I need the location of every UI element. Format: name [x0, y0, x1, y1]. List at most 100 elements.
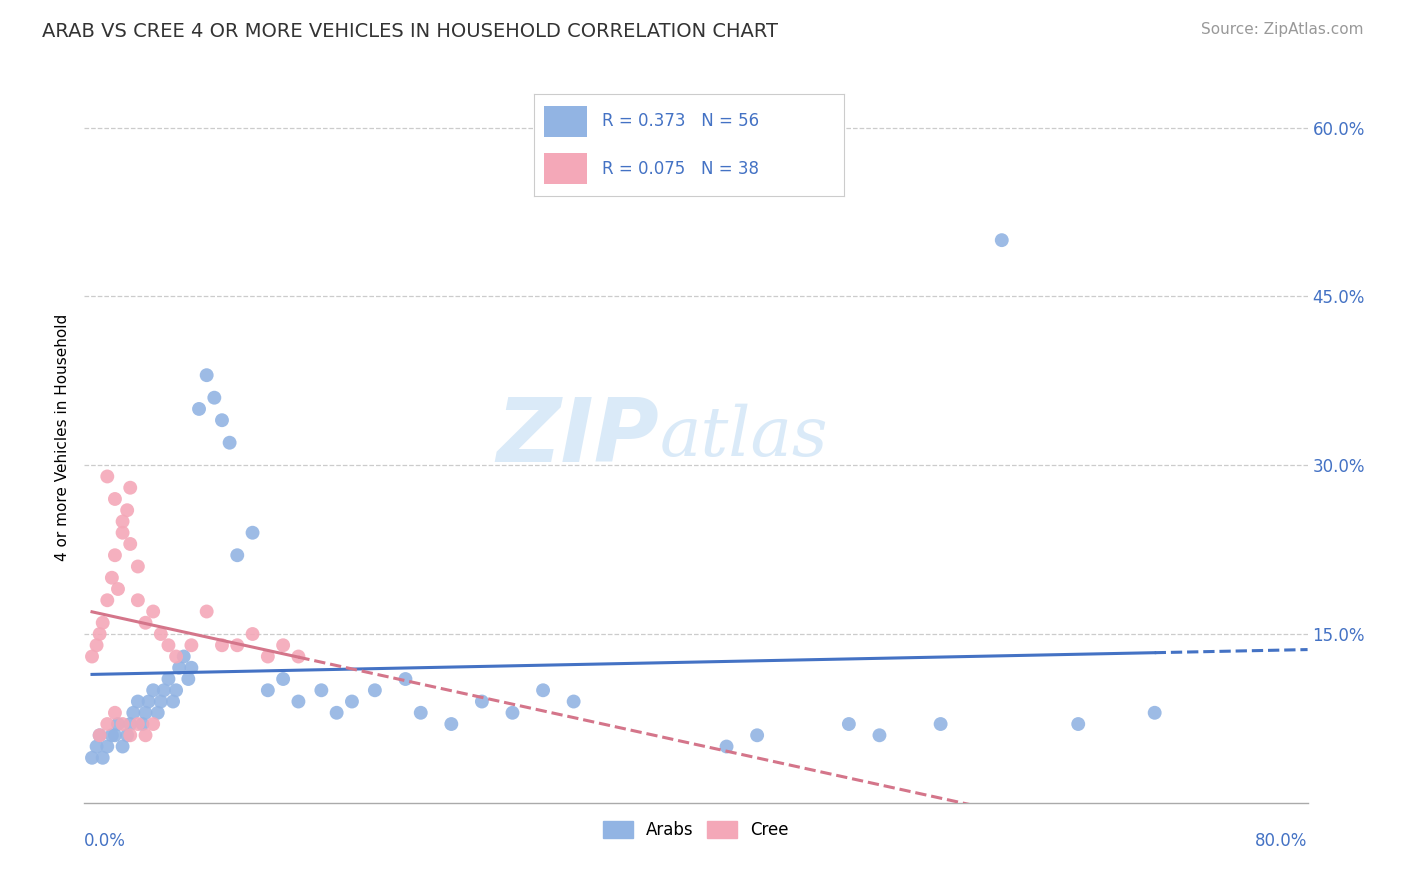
Point: [122, 706, 145, 720]
Point: [394, 672, 416, 686]
Point: [142, 683, 165, 698]
Point: [173, 649, 195, 664]
Point: [991, 233, 1014, 247]
Point: [325, 706, 347, 720]
Point: [111, 525, 134, 540]
Point: [162, 694, 184, 708]
Point: [120, 537, 142, 551]
Point: [211, 413, 233, 427]
Point: [471, 694, 494, 708]
Point: [202, 391, 225, 405]
Point: [1067, 717, 1090, 731]
Point: [101, 728, 124, 742]
Point: [131, 717, 153, 731]
Point: [311, 683, 333, 698]
Point: [165, 649, 187, 664]
Point: [111, 739, 134, 754]
Point: [1143, 706, 1166, 720]
Point: [120, 717, 142, 731]
Point: [287, 694, 309, 708]
Point: [562, 694, 585, 708]
Point: [104, 728, 127, 742]
Point: [104, 491, 127, 506]
Point: [86, 739, 108, 754]
Point: [180, 638, 202, 652]
Text: 0.0%: 0.0%: [84, 832, 127, 850]
Point: [242, 627, 264, 641]
Point: [218, 435, 240, 450]
Point: [127, 694, 149, 708]
Point: [86, 638, 108, 652]
Point: [142, 717, 165, 731]
Point: [165, 683, 187, 698]
Text: Source: ZipAtlas.com: Source: ZipAtlas.com: [1201, 22, 1364, 37]
Point: [107, 717, 129, 731]
Point: [89, 627, 111, 641]
Point: [127, 717, 149, 731]
Point: [138, 694, 160, 708]
Bar: [544, 153, 586, 184]
Point: [211, 638, 233, 652]
Point: [153, 683, 176, 698]
Point: [135, 728, 157, 742]
Point: [127, 559, 149, 574]
Point: [89, 728, 111, 742]
Point: [96, 469, 118, 483]
Text: R = 0.075   N = 38: R = 0.075 N = 38: [602, 160, 759, 178]
Point: [929, 717, 952, 731]
Point: [257, 683, 280, 698]
Point: [104, 706, 127, 720]
Point: [226, 638, 249, 652]
Point: [96, 593, 118, 607]
Point: [869, 728, 891, 742]
Point: [502, 706, 524, 720]
Point: [135, 706, 157, 720]
Point: [91, 615, 114, 630]
Point: [531, 683, 554, 698]
Point: [195, 605, 218, 619]
Text: R = 0.373   N = 56: R = 0.373 N = 56: [602, 112, 759, 130]
Point: [115, 728, 138, 742]
Point: [120, 481, 142, 495]
Text: atlas: atlas: [659, 404, 828, 470]
Text: ARAB VS CREE 4 OR MORE VEHICLES IN HOUSEHOLD CORRELATION CHART: ARAB VS CREE 4 OR MORE VEHICLES IN HOUSE…: [42, 22, 778, 41]
Point: [80, 751, 103, 765]
Point: [157, 672, 180, 686]
Point: [409, 706, 432, 720]
Text: ZIP: ZIP: [496, 393, 659, 481]
Point: [340, 694, 363, 708]
Point: [111, 515, 134, 529]
Point: [195, 368, 218, 383]
Point: [149, 694, 172, 708]
Point: [242, 525, 264, 540]
Point: [96, 717, 118, 731]
Point: [177, 672, 200, 686]
Point: [91, 751, 114, 765]
Point: [440, 717, 463, 731]
Point: [115, 503, 138, 517]
Point: [135, 615, 157, 630]
Point: [226, 548, 249, 562]
Point: [146, 706, 169, 720]
Point: [120, 728, 142, 742]
Legend: Arabs, Cree: Arabs, Cree: [596, 814, 796, 846]
Point: [80, 649, 103, 664]
Point: [157, 638, 180, 652]
Point: [104, 548, 127, 562]
Point: [167, 661, 190, 675]
Point: [716, 739, 738, 754]
Point: [271, 672, 294, 686]
Point: [188, 401, 211, 416]
Point: [142, 605, 165, 619]
Y-axis label: 4 or more Vehicles in Household: 4 or more Vehicles in Household: [55, 313, 70, 561]
Point: [257, 649, 280, 664]
Point: [111, 717, 134, 731]
Point: [287, 649, 309, 664]
Bar: [544, 106, 586, 136]
Point: [271, 638, 294, 652]
Text: 80.0%: 80.0%: [1256, 832, 1308, 850]
Point: [127, 593, 149, 607]
Point: [747, 728, 769, 742]
Point: [364, 683, 387, 698]
Point: [89, 728, 111, 742]
